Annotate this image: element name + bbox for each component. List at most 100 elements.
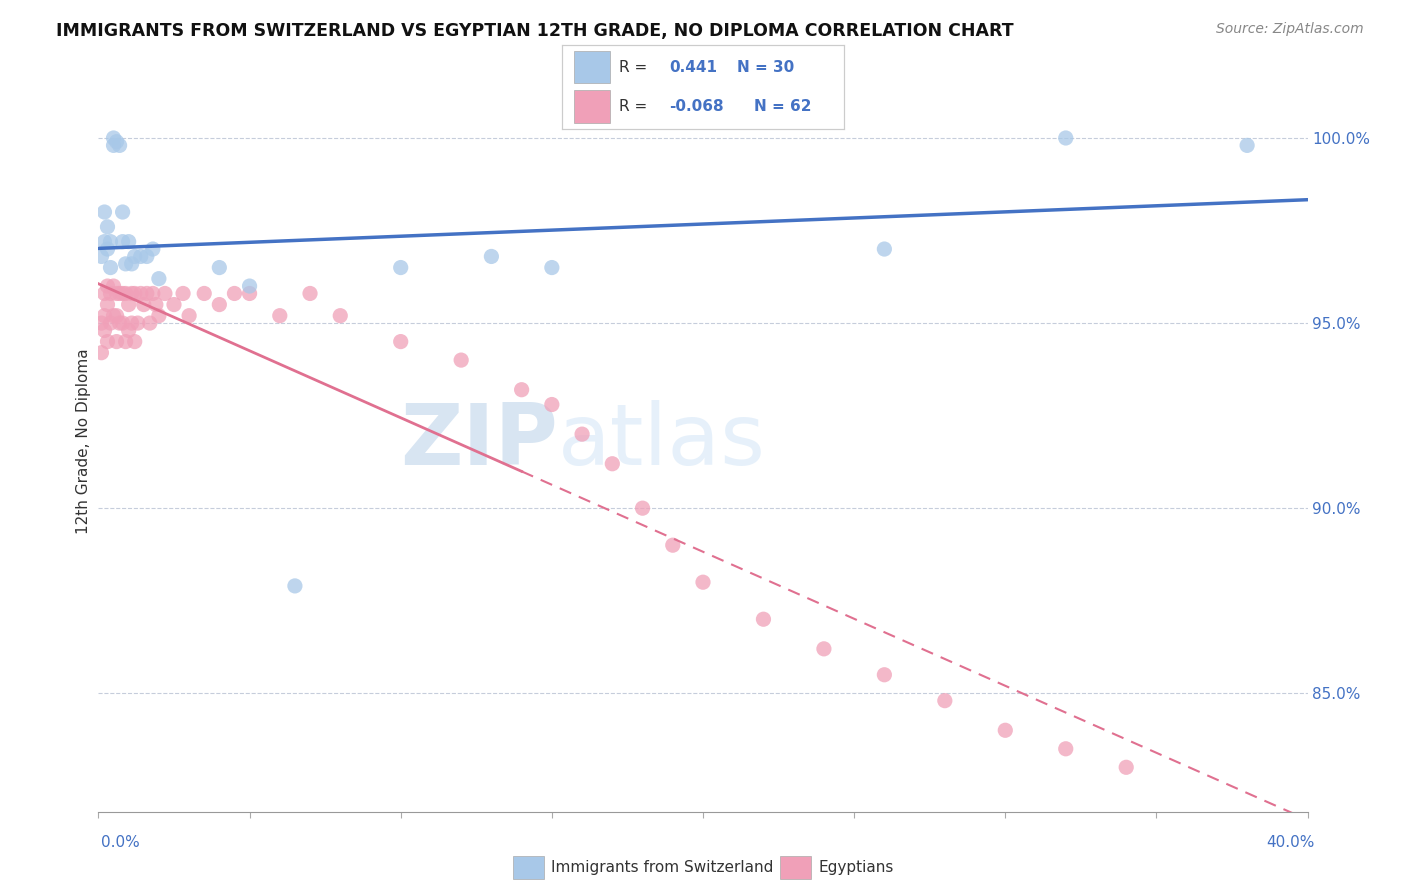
Point <box>752 612 775 626</box>
Text: ZIP: ZIP <box>401 400 558 483</box>
Point <box>179 309 201 323</box>
Text: atlas: atlas <box>558 400 766 483</box>
Point <box>96 279 118 293</box>
Point <box>163 297 186 311</box>
Point <box>124 334 146 349</box>
Text: R =: R = <box>619 60 647 75</box>
Point <box>135 249 157 263</box>
Text: N = 62: N = 62 <box>754 99 811 114</box>
Point <box>510 383 533 397</box>
Point <box>105 309 128 323</box>
Point <box>172 286 194 301</box>
Point <box>93 323 115 337</box>
Point <box>1054 131 1077 145</box>
Point <box>142 242 165 256</box>
Point <box>103 279 125 293</box>
Y-axis label: 12th Grade, No Diploma: 12th Grade, No Diploma <box>76 349 91 534</box>
Point <box>100 235 122 249</box>
Point <box>103 309 125 323</box>
Point <box>239 286 262 301</box>
Point <box>602 457 624 471</box>
Text: IMMIGRANTS FROM SWITZERLAND VS EGYPTIAN 12TH GRADE, NO DIPLOMA CORRELATION CHART: IMMIGRANTS FROM SWITZERLAND VS EGYPTIAN … <box>56 22 1014 40</box>
Point <box>103 138 125 153</box>
Point <box>121 286 143 301</box>
Point <box>329 309 352 323</box>
Point <box>389 334 412 349</box>
Point <box>124 286 146 301</box>
Point <box>103 131 125 145</box>
Point <box>132 297 155 311</box>
Point <box>450 353 472 368</box>
Point <box>239 279 262 293</box>
Point <box>90 316 112 330</box>
Text: 40.0%: 40.0% <box>1267 836 1315 850</box>
Point <box>571 427 593 442</box>
Text: R =: R = <box>619 99 647 114</box>
Text: 0.441: 0.441 <box>669 60 717 75</box>
Point <box>96 334 118 349</box>
Point <box>114 257 136 271</box>
Point <box>135 286 157 301</box>
Point <box>105 286 128 301</box>
Point <box>118 297 141 311</box>
Point <box>692 575 714 590</box>
Point <box>111 316 134 330</box>
FancyBboxPatch shape <box>574 90 610 122</box>
Point <box>129 286 152 301</box>
Point <box>129 249 152 263</box>
Point <box>994 723 1017 738</box>
Point <box>127 316 149 330</box>
Point <box>208 260 231 275</box>
Point <box>284 579 307 593</box>
Point <box>873 242 896 256</box>
Point <box>96 242 118 256</box>
Point <box>90 249 112 263</box>
Point <box>1054 741 1077 756</box>
Text: N = 30: N = 30 <box>737 60 794 75</box>
Point <box>662 538 685 552</box>
Point <box>114 286 136 301</box>
Point <box>299 286 322 301</box>
Point <box>93 205 115 219</box>
Point <box>148 271 170 285</box>
Point <box>124 249 146 263</box>
Point <box>148 309 170 323</box>
Point <box>108 138 131 153</box>
Point <box>145 297 167 311</box>
Text: Immigrants from Switzerland: Immigrants from Switzerland <box>551 860 773 874</box>
Point <box>121 257 143 271</box>
Point <box>153 286 176 301</box>
Point <box>118 235 141 249</box>
Point <box>193 286 215 301</box>
Point <box>96 297 118 311</box>
Point <box>481 249 503 263</box>
Point <box>269 309 291 323</box>
Point <box>813 641 835 656</box>
Point <box>114 334 136 349</box>
Point <box>111 235 134 249</box>
Point <box>100 286 122 301</box>
FancyBboxPatch shape <box>574 51 610 83</box>
Point <box>93 309 115 323</box>
Point <box>100 316 122 330</box>
Text: Egyptians: Egyptians <box>818 860 894 874</box>
Point <box>108 286 131 301</box>
Point <box>142 286 165 301</box>
Point <box>93 286 115 301</box>
Point <box>105 334 128 349</box>
Text: -0.068: -0.068 <box>669 99 724 114</box>
Point <box>93 235 115 249</box>
Point <box>540 397 562 411</box>
Text: 0.0%: 0.0% <box>101 836 141 850</box>
Point <box>139 316 162 330</box>
Point <box>873 667 896 681</box>
Point <box>96 219 118 234</box>
Point <box>105 135 128 149</box>
Point <box>1236 138 1258 153</box>
Point <box>389 260 412 275</box>
Point <box>631 501 654 516</box>
Point <box>1115 760 1137 774</box>
Text: Source: ZipAtlas.com: Source: ZipAtlas.com <box>1216 22 1364 37</box>
Point <box>111 286 134 301</box>
Point <box>100 260 122 275</box>
